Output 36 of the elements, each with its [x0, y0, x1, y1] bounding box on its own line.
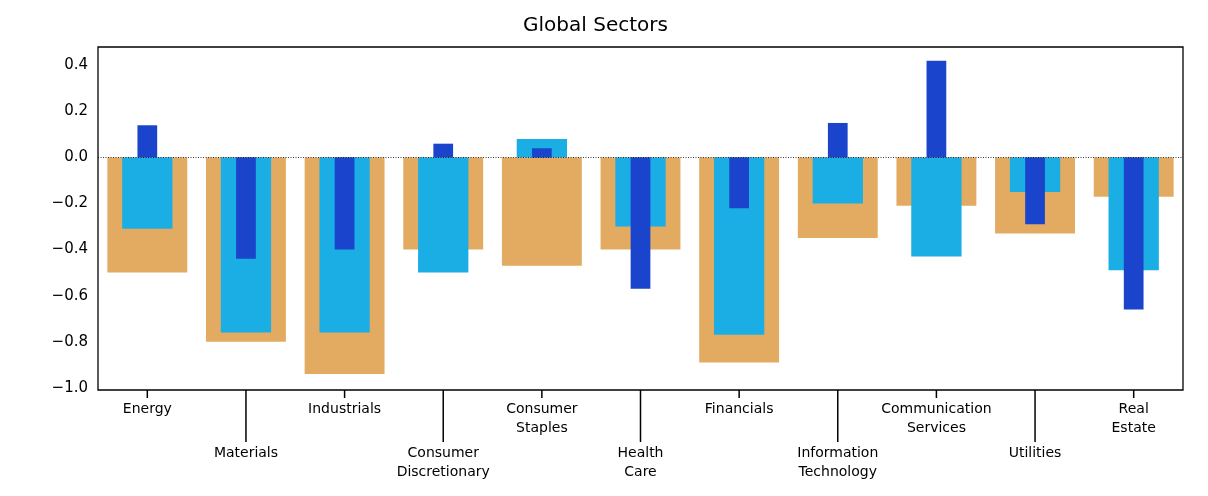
bar: [236, 157, 256, 259]
bar: [532, 148, 552, 158]
bar: [1123, 157, 1144, 310]
x-tick-label: Energy: [122, 399, 172, 416]
y-tick-label: −0.2: [51, 193, 88, 212]
x-tick-label: Materials: [213, 443, 279, 460]
bar: [926, 60, 947, 158]
y-tick-label: −0.6: [51, 285, 88, 304]
bar: [827, 122, 848, 158]
y-tick-label: −0.8: [51, 331, 88, 350]
y-tick-label: −0.4: [51, 239, 88, 258]
bar: [812, 157, 863, 204]
x-tick-label: Utilities: [1008, 443, 1062, 460]
bar: [137, 125, 158, 158]
x-tick-label: Consumer Staples: [506, 399, 578, 435]
bar: [729, 157, 749, 209]
bar: [911, 157, 962, 257]
x-tick-label: Health Care: [617, 443, 664, 479]
x-tick-label: Industrials: [308, 399, 382, 416]
x-tick-label: Real Estate: [1111, 399, 1156, 435]
bar: [334, 157, 355, 250]
x-tick-label: Communication Services: [881, 399, 992, 435]
y-tick-label: 0.4: [64, 55, 88, 74]
bar: [433, 143, 454, 158]
chart-title: Global Sectors: [523, 12, 668, 37]
bar: [1025, 157, 1045, 225]
bar: [122, 157, 173, 229]
y-tick-label: 0.0: [64, 147, 88, 166]
y-tick-label: −1.0: [51, 377, 88, 396]
x-tick-label: Consumer Discretionary: [396, 443, 490, 479]
y-tick-label: 0.2: [64, 101, 88, 120]
bar: [418, 157, 469, 273]
bar: [630, 157, 651, 289]
bar: [501, 157, 582, 266]
x-tick-label: Information Technology: [797, 443, 879, 479]
x-tick-label: Financials: [704, 399, 774, 416]
